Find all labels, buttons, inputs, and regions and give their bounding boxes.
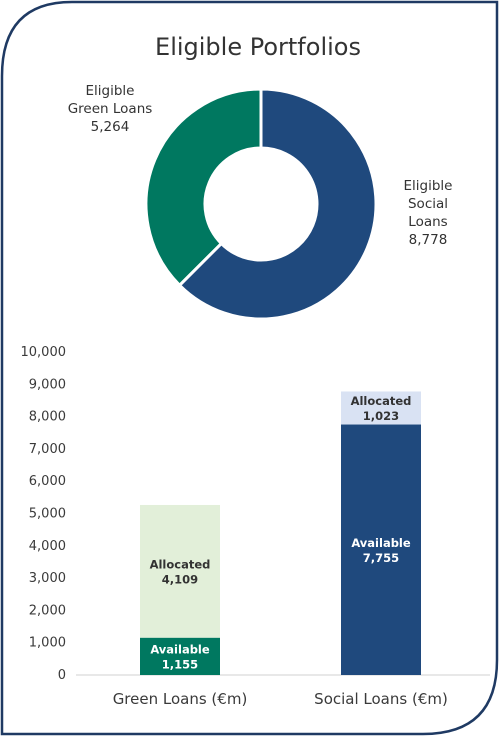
y-tick-label: 8,000 [29, 410, 66, 425]
y-tick-label: 9,000 [29, 377, 66, 392]
x-category-label-green-loans: Green Loans (€m) [113, 690, 248, 708]
y-tick-label: 7,000 [29, 442, 66, 457]
donut-chart: Eligible Green Loans 5,264 Eligible Social Lo… [68, 83, 453, 321]
donut-slice-social-loans [177, 87, 378, 321]
slice-label-social-loans: Eligible Social Loans 8,778 [404, 178, 453, 248]
bar-social-loans-allocated [341, 391, 421, 425]
x-category-label-social-loans: Social Loans (€m) [314, 690, 448, 708]
bar-social-loans-available [341, 424, 421, 675]
data-label-social-loans-available: Available 7,755 [351, 536, 411, 565]
chart-title: Eligible Portfolios [155, 33, 361, 61]
data-label-green-loans-available: Available 1,155 [150, 642, 210, 671]
data-label-social-loans-allocated: Allocated 1,023 [351, 394, 412, 423]
y-tick-label: 2,000 [29, 603, 66, 618]
y-tick-label: 4,000 [29, 539, 66, 554]
y-tick-label: 1,000 [29, 636, 66, 651]
y-tick-label: 10,000 [21, 345, 67, 360]
donut-slice-green-loans [144, 87, 263, 288]
data-label-green-loans-allocated: Allocated 4,109 [150, 557, 211, 586]
stacked-bar-chart: 0 1,000 2,000 3,000 4,000 5,000 6,000 7,000 8,00… [21, 345, 490, 708]
y-tick-label: 0 [58, 668, 66, 683]
slice-label-green-loans: Eligible Green Loans 5,264 [68, 83, 153, 135]
bar-green-loans-allocated [140, 504, 220, 638]
y-tick-label: 3,000 [29, 571, 66, 586]
bar-green-loans-available [140, 637, 220, 675]
y-tick-label: 5,000 [29, 507, 66, 522]
y-tick-label: 6,000 [29, 474, 66, 489]
